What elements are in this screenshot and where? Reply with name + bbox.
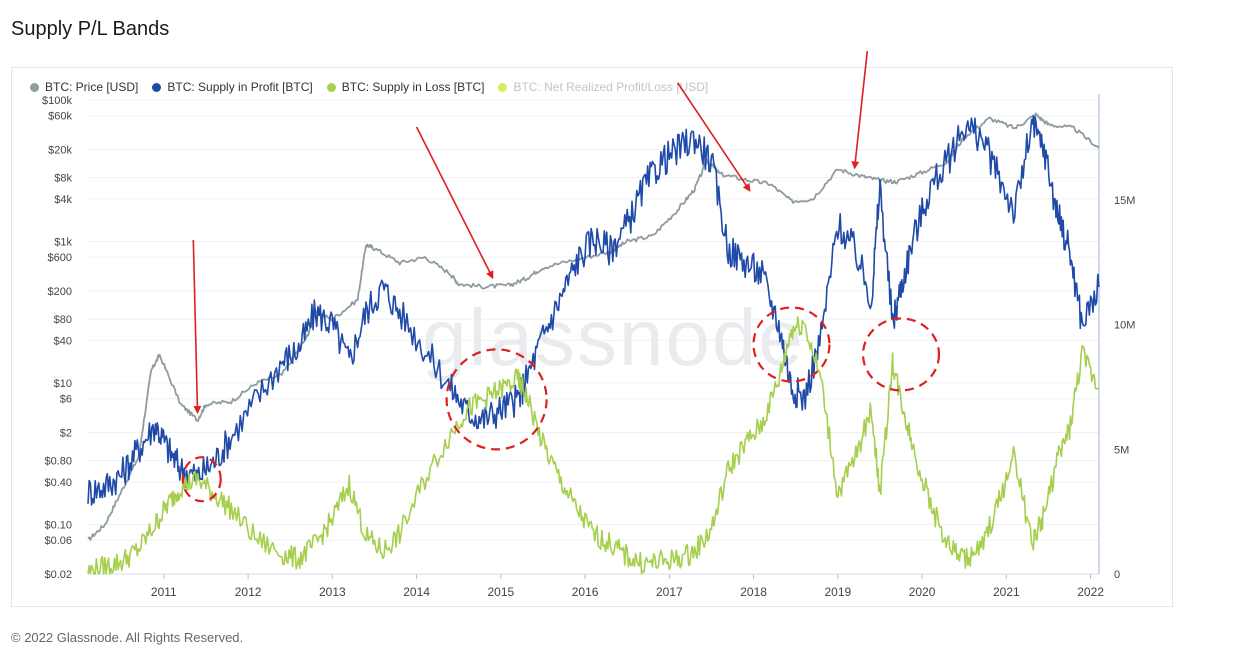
legend-label: BTC: Net Realized Profit/Loss [USD]	[513, 80, 709, 94]
x-axis-tick-label: 2011	[151, 585, 177, 599]
x-axis-tick-label: 2015	[487, 585, 514, 599]
page-title: Supply P/L Bands	[11, 18, 170, 40]
price-series-line	[87, 112, 1100, 541]
legend-dot-icon	[326, 82, 336, 92]
left-axis-tick-label: $1k	[54, 237, 72, 249]
left-axis-tick-label: $60k	[48, 111, 72, 123]
right-axis-tick-label: 15M	[1114, 195, 1135, 207]
legend-item-0[interactable]: BTC: Price [USD]	[30, 80, 138, 94]
left-axis-tick-label: $4k	[54, 194, 72, 206]
legend-dot-icon	[152, 82, 162, 92]
left-axis-tick-label: $0.02	[44, 569, 72, 581]
left-axis-tick-label: $20k	[48, 144, 72, 156]
footer-copyright: © 2022 Glassnode. All Rights Reserved.	[11, 630, 244, 645]
left-axis-tick-label: $0.80	[44, 456, 72, 468]
x-axis-tick-label: 2021	[993, 585, 1020, 599]
left-axis-tick-label: $10	[54, 378, 72, 390]
annotation-arrow	[192, 239, 202, 415]
supply-in-loss-series-line	[87, 316, 1100, 575]
left-axis-tick-label: $8k	[54, 173, 72, 185]
legend-dot-icon	[30, 82, 39, 92]
left-axis-tick-label: $2	[60, 427, 72, 439]
legend-item-1[interactable]: BTC: Supply in Profit [BTC]	[152, 80, 313, 94]
legend-item-2[interactable]: BTC: Supply in Loss [BTC]	[326, 80, 485, 94]
right-axis-tick-label: 10M	[1114, 320, 1135, 332]
left-axis-tick-label: $0.06	[44, 535, 72, 547]
legend-label: BTC: Supply in Loss [BTC]	[341, 80, 485, 94]
x-axis-tick-label: 2020	[909, 585, 936, 599]
annotation-dashed-circle	[445, 348, 548, 451]
right-axis-tick-label: 5M	[1114, 444, 1129, 456]
left-axis-tick-label: $600	[48, 252, 72, 264]
x-axis-tick-label: 2016	[572, 585, 599, 599]
left-axis-tick-label: $0.40	[44, 477, 72, 489]
right-axis-tick-label: 0	[1114, 569, 1120, 581]
x-axis-tick-label: 2019	[824, 585, 851, 599]
x-axis-tick-label: 2022	[1077, 585, 1104, 599]
x-axis-tick-label: 2013	[319, 585, 346, 599]
x-axis-tick-label: 2012	[235, 585, 262, 599]
chart-card	[11, 67, 1173, 607]
legend-dot-icon	[498, 82, 508, 92]
x-axis-tick-label: 2018	[740, 585, 767, 599]
annotation-arrow	[415, 126, 494, 280]
left-axis-tick-label: $80	[54, 314, 72, 326]
annotation-dashed-circle	[752, 306, 831, 383]
legend-item-3[interactable]: BTC: Net Realized Profit/Loss [USD]	[498, 80, 708, 94]
x-axis-tick-label: 2014	[403, 585, 430, 599]
left-axis-tick-label: $6	[60, 394, 72, 406]
left-axis-tick-label: $100k	[42, 95, 72, 107]
supply-in-profit-series-line	[87, 114, 1100, 506]
x-axis-tick-label: 2017	[656, 585, 683, 599]
watermark-logo: glassnode	[422, 293, 805, 382]
annotation-dashed-circle	[181, 456, 222, 503]
left-axis-tick-label: $200	[48, 286, 72, 298]
chart-legend: BTC: Price [USD] BTC: Supply in Profit [B…	[30, 80, 708, 94]
annotation-arrow	[677, 82, 751, 192]
left-axis-tick-label: $0.10	[44, 520, 72, 532]
annotation-arrow	[851, 50, 869, 170]
legend-label: BTC: Supply in Profit [BTC]	[167, 80, 313, 94]
left-axis-tick-label: $40	[54, 335, 72, 347]
annotation-dashed-circle	[861, 317, 941, 392]
legend-label: BTC: Price [USD]	[45, 80, 139, 94]
